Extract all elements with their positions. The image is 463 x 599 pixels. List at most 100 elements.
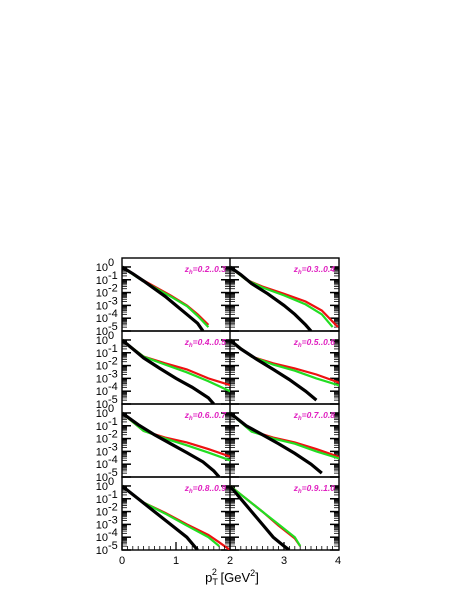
series-line-green [122,485,220,547]
series-line-red [230,266,339,328]
series-line-black [230,265,313,331]
y-tick-exp: -4 [108,308,118,320]
y-tick-exp: -3 [108,514,118,526]
x-tick-label: 1 [173,555,179,567]
y-tick-exp: -2 [108,429,118,441]
y-tick-base: 10 [96,446,108,458]
y-tick-exp: -4 [108,381,118,393]
x-axis-title: pT2 [GeV2] [205,567,259,587]
y-tick-exp: -5 [108,540,118,552]
y-tick-base: 10 [96,507,108,519]
y-tick-exp: 0 [108,257,114,269]
y-tick-base: 10 [96,481,108,493]
panel-8: zh=0.9..1.0 [230,483,335,550]
series-line-green [230,485,302,547]
y-tick-label: 10 -3 [96,368,118,385]
y-tick-base: 10 [96,545,108,557]
series-line-black [230,411,323,475]
y-tick-base: 10 [96,262,108,274]
y-tick-label: 10 -2 [96,283,118,300]
y-tick-exp: 0 [108,330,114,342]
y-tick-label: 10 0 [96,403,114,420]
y-tick-base: 10 [96,408,108,420]
y-tick-base: 10 [96,399,108,411]
y-tick-exp: -2 [108,502,118,514]
y-tick-base: 10 [96,288,108,300]
y-tick-label: 10 -3 [96,295,118,312]
y-tick-label: 10 -5 [96,321,118,338]
panel-2: zh=0.3..0.4 [230,264,339,331]
panel-7: zh=0.8..0.9 [122,483,230,550]
y-tick-label: 10 -1 [96,270,118,287]
series-line-green [122,412,230,462]
y-tick-label: 10 0 [96,257,114,274]
series-line-black [230,484,291,550]
x-tick-label: 2 [227,555,233,567]
y-tick-label: 10 -1 [96,343,118,360]
y-tick-exp: -5 [108,321,118,333]
x-tick-label: 4 [335,555,341,567]
series-line-black [122,411,221,477]
y-tick-label: 10 -4 [96,527,118,544]
y-tick-exp: -5 [108,394,118,406]
y-tick-exp: -1 [108,489,118,501]
y-tick-label: 10 -1 [96,489,118,506]
y-tick-exp: -3 [108,368,118,380]
series-line-black [122,338,215,404]
y-tick-label: 10 -5 [96,540,118,557]
series-line-red [230,339,339,385]
y-tick-label: 10 -4 [96,454,118,471]
series-line-red [122,412,230,458]
y-tick-base: 10 [96,494,108,506]
y-tick-exp: 0 [108,403,114,415]
y-tick-base: 10 [96,434,108,446]
series-line-green [230,412,339,460]
series-line-black [230,338,318,402]
y-tick-label: 10 -2 [96,356,118,373]
y-tick-exp: -2 [108,356,118,368]
panel-label: zh=0.7..0.8 [293,410,336,422]
y-tick-base: 10 [96,335,108,347]
series-line-black [122,484,199,550]
panel-6: zh=0.7..0.8 [230,410,339,475]
panel-label: zh=0.8..0.9 [184,483,227,495]
y-tick-base: 10 [96,519,108,531]
y-tick-label: 10 -2 [96,502,118,519]
y-tick-exp: -2 [108,283,118,295]
panel-label: zh=0.3..0.4 [293,264,336,276]
series-line-green [230,266,334,328]
y-tick-base: 10 [96,326,108,338]
x-tick-label: 0 [119,555,125,567]
y-tick-label: 10 0 [96,330,114,347]
y-tick-label: 10 -3 [96,441,118,458]
y-tick-base: 10 [96,472,108,484]
panel-label: zh=0.9..1.0 [293,483,336,495]
panel-1: zh=0.2..0.3 [122,264,226,331]
y-tick-exp: 0 [108,476,114,488]
y-tick-label: 10 -5 [96,394,118,411]
y-tick-exp: -3 [108,295,118,307]
panel-label: zh=0.6..0.7 [184,410,228,422]
y-tick-label: 10 -5 [96,467,118,484]
y-tick-base: 10 [96,300,108,312]
panel-4: zh=0.5..0.6 [230,337,339,402]
y-tick-label: 10 0 [96,476,114,493]
y-tick-label: 10 -1 [96,416,118,433]
y-tick-label: 10 -4 [96,381,118,398]
y-tick-exp: -1 [108,270,118,282]
y-tick-base: 10 [96,421,108,433]
y-tick-base: 10 [96,348,108,360]
y-tick-exp: -4 [108,527,118,539]
y-tick-base: 10 [96,361,108,373]
panel-label: zh=0.2..0.3 [184,264,227,276]
y-tick-exp: -3 [108,441,118,453]
y-tick-base: 10 [96,275,108,287]
y-tick-label: 10 -3 [96,514,118,531]
y-tick-exp: -4 [108,454,118,466]
y-tick-base: 10 [96,532,108,544]
panel-label: zh=0.4..0.5 [184,337,227,349]
panel-5: zh=0.6..0.7 [122,410,230,477]
panel-3: zh=0.4..0.5 [122,337,230,404]
y-tick-exp: -1 [108,343,118,355]
